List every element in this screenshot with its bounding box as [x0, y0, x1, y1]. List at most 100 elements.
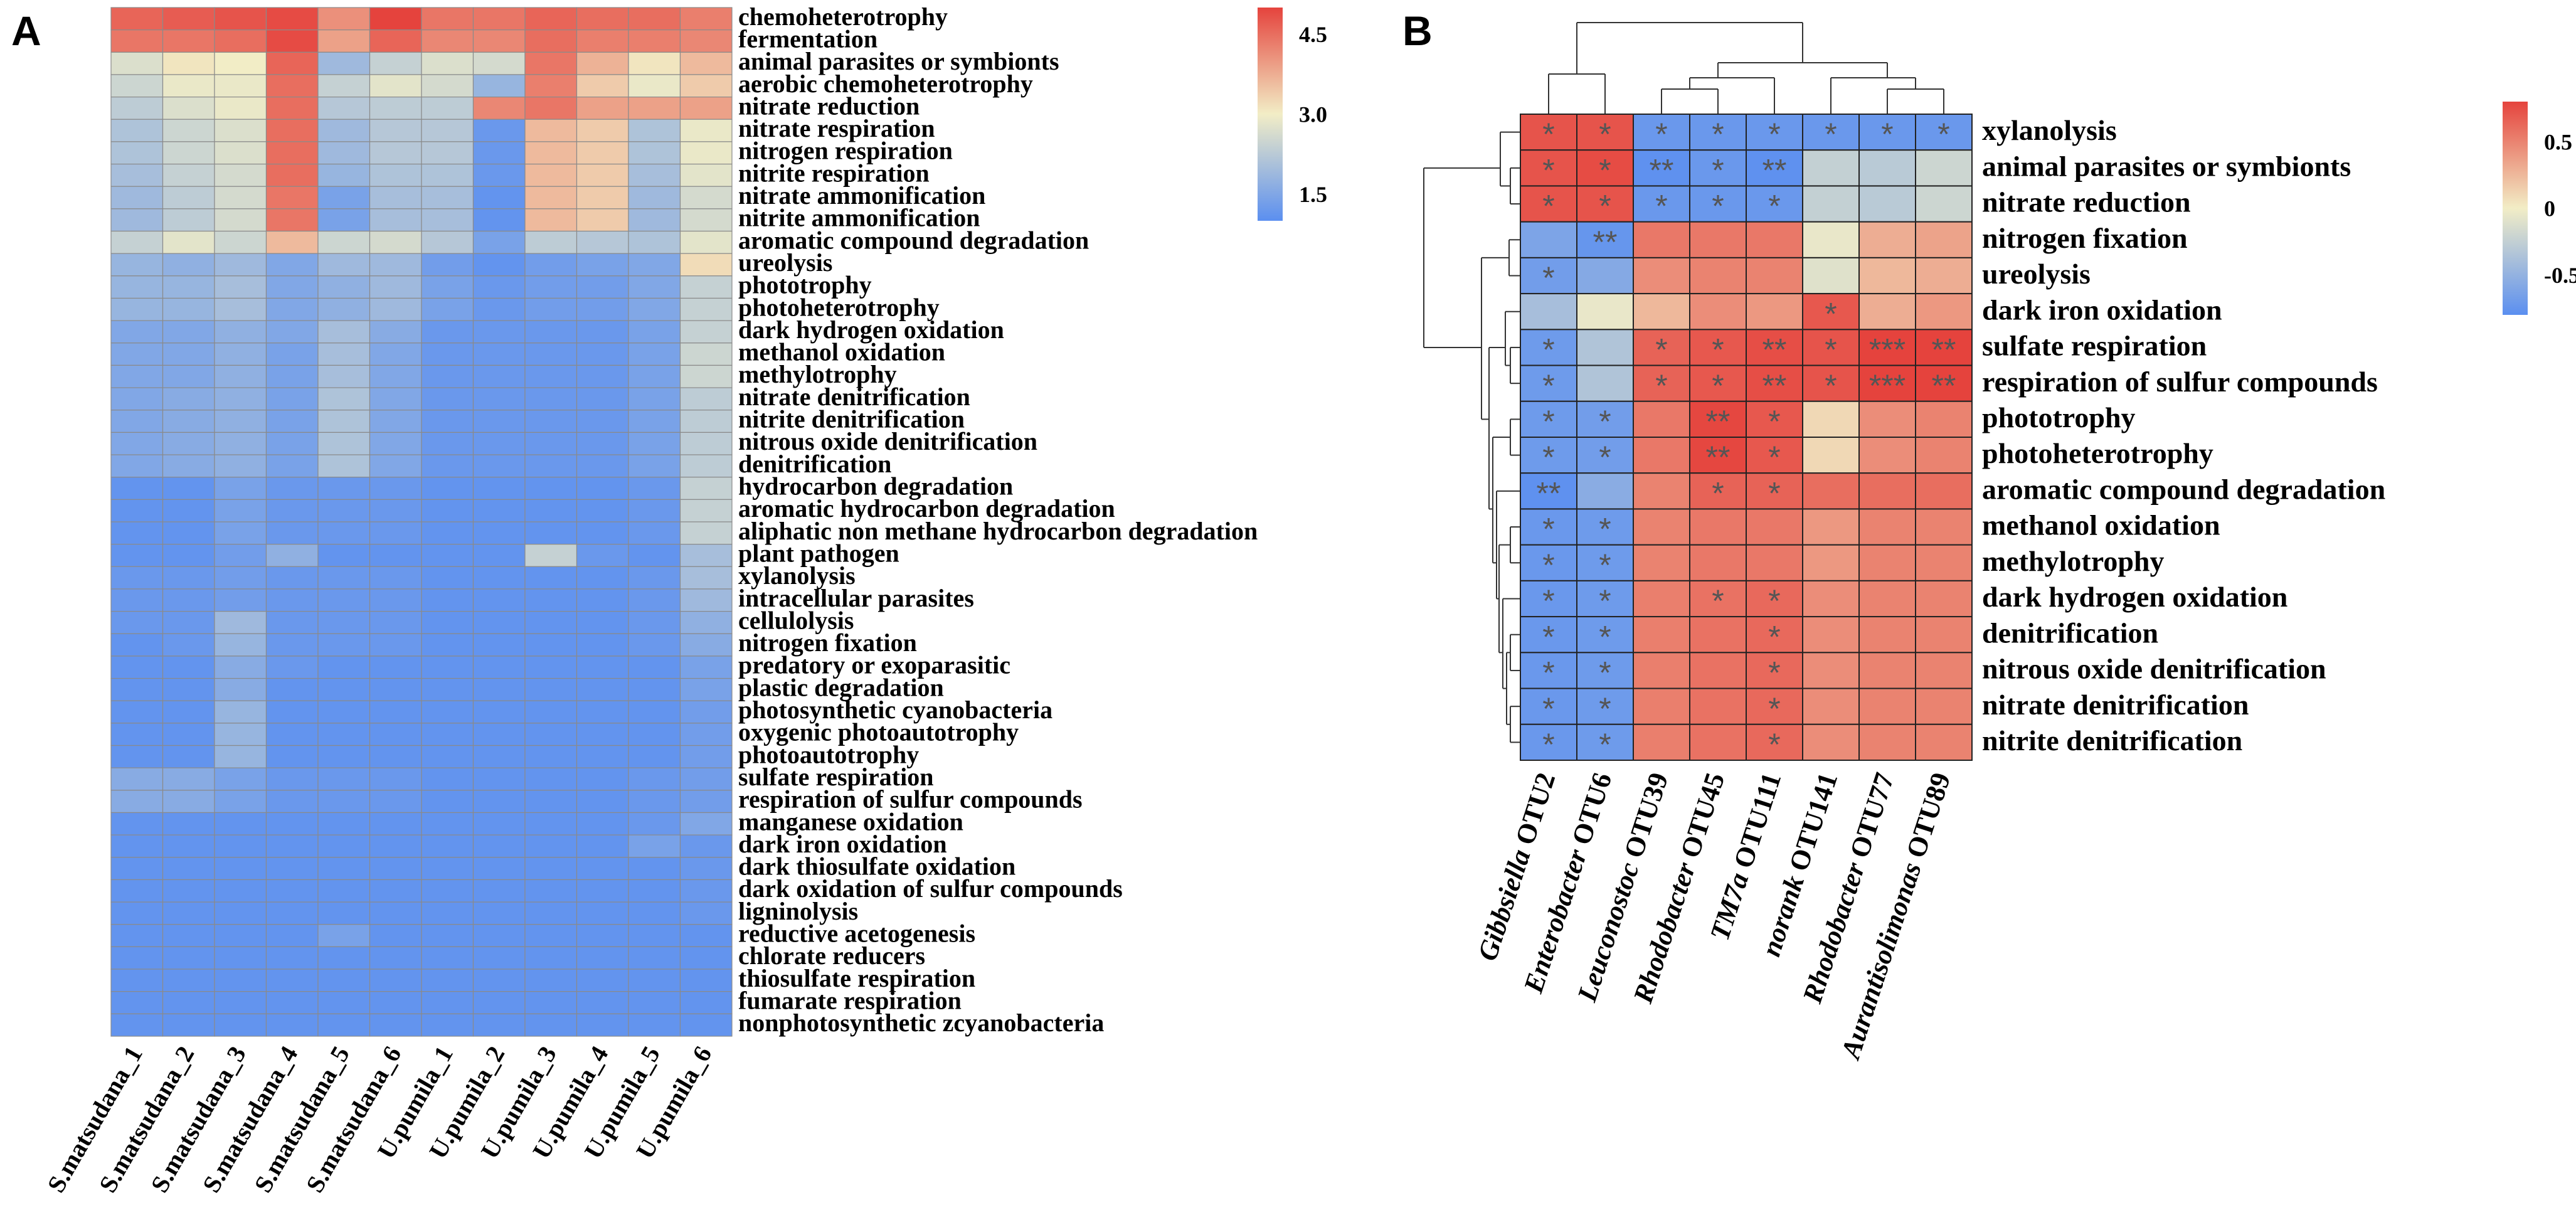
heatmap-a-cell [369, 1013, 422, 1037]
heatmap-a-cell [110, 364, 164, 388]
heatmap-a-cell [679, 611, 733, 634]
heatmap-a-cell [317, 387, 371, 411]
heatmap-a-cell [421, 163, 474, 187]
heatmap-a-cell [679, 477, 733, 500]
heatmap-b-cell [1520, 723, 1577, 761]
heatmap-a-cell [421, 700, 474, 724]
heatmap-a-cell [162, 230, 215, 254]
heatmap-a-cell [472, 857, 526, 881]
heatmap-a-cell [369, 924, 422, 947]
heatmap-b-cell [1802, 185, 1860, 223]
heatmap-a-cell [214, 723, 267, 746]
heatmap-a-cell [110, 141, 164, 165]
heatmap-a-cell [265, 186, 319, 210]
heatmap-a-cell [214, 588, 267, 612]
significance-marker: * [1712, 152, 1724, 188]
heatmap-a-cell [369, 163, 422, 187]
heatmap-a-cell [369, 521, 422, 545]
heatmap-a-cell [265, 208, 319, 232]
heatmap-a-cell [576, 723, 629, 746]
heatmap-b-cell [1576, 221, 1634, 258]
heatmap-a-cell [265, 342, 319, 366]
heatmap-a-cell [628, 119, 681, 142]
heatmap-a-cell [214, 991, 267, 1014]
heatmap-a-cell [421, 297, 474, 321]
heatmap-b-cell [1576, 185, 1634, 223]
heatmap-a-cell [214, 857, 267, 881]
significance-marker: ** [1762, 332, 1787, 368]
heatmap-a-row-label: phototrophy [738, 271, 872, 299]
heatmap-a-cell [628, 566, 681, 590]
heatmap-a-cell [628, 655, 681, 679]
heatmap-a-cell [110, 655, 164, 679]
heatmap-b-cell [1633, 293, 1690, 331]
heatmap-a-row-label: photosynthetic cyanobacteria [738, 696, 1052, 724]
colorbar-a: 1.5 3.0 4.5 [1258, 8, 1327, 221]
heatmap-b-row-label: dark hydrogen oxidation [1982, 581, 2287, 613]
heatmap-b-cell [1576, 544, 1634, 581]
heatmap-b-cell [1915, 580, 1973, 618]
heatmap-a-row-label: nonphotosynthetic zcyanobacteria [738, 1009, 1104, 1037]
heatmap-a-row-label: thiosulfate respiration [738, 964, 975, 992]
significance-marker: * [1655, 368, 1667, 403]
heatmap-b-cell [1633, 364, 1690, 402]
heatmap-a-cell [524, 521, 578, 545]
heatmap-a-cell [628, 297, 681, 321]
heatmap-a-cell [576, 499, 629, 523]
heatmap-a-cell [317, 141, 371, 165]
heatmap-a-cell [110, 700, 164, 724]
heatmap-b-row-label: aromatic compound degradation [1982, 473, 2385, 505]
heatmap-a-cell [110, 857, 164, 881]
heatmap-b-cell [1633, 544, 1690, 581]
heatmap-b-cell [1915, 544, 1973, 581]
heatmap-a-cell [628, 477, 681, 500]
heatmap-a-cell [628, 588, 681, 612]
heatmap-a-row-label: nitrate respiration [738, 114, 935, 142]
significance-marker: * [1768, 619, 1780, 654]
heatmap-b-cell [1802, 723, 1860, 761]
heatmap-b-cell [1858, 400, 1916, 438]
heatmap-b-cell [1689, 508, 1747, 546]
heatmap-a-cell [576, 97, 629, 120]
heatmap-a-cell [369, 320, 422, 344]
heatmap-a-cell [369, 432, 422, 455]
heatmap-a-row-label: animal parasites or symbionts [738, 47, 1059, 75]
heatmap-b-cell [1915, 221, 1973, 258]
heatmap-a-cell [162, 342, 215, 366]
heatmap-a-cell [679, 901, 733, 925]
heatmap-a-cell [265, 364, 319, 388]
heatmap-a-cell [628, 51, 681, 75]
heatmap-a-cell [265, 230, 319, 254]
significance-marker: * [1937, 117, 1949, 152]
heatmap-a-cell [472, 812, 526, 836]
heatmap-a-cell [110, 186, 164, 210]
heatmap-a-cell [576, 611, 629, 634]
heatmap-a-cell [524, 499, 578, 523]
heatmap-a-cell [317, 566, 371, 590]
heatmap-a-cell [524, 677, 578, 701]
significance-marker: * [1599, 655, 1611, 691]
heatmap-a-cell [214, 51, 267, 75]
heatmap-a-cell [472, 968, 526, 992]
heatmap-a-cell [369, 275, 422, 299]
heatmap-a-cell [265, 924, 319, 947]
heatmap-a-cell [317, 879, 371, 903]
heatmap-a-cell [162, 275, 215, 299]
heatmap-b-cell [1802, 364, 1860, 402]
heatmap-b-cell [1746, 293, 1803, 331]
colorbar-tick-label: 3.0 [1299, 102, 1327, 127]
heatmap-b-cell [1802, 472, 1860, 510]
heatmap-a-cell [110, 588, 164, 612]
heatmap-a-cell [679, 834, 733, 858]
heatmap-b-row-label: ureolysis [1982, 258, 2091, 290]
heatmap-a-cell [162, 7, 215, 31]
heatmap-a-cell [214, 700, 267, 724]
heatmap-a-cell [162, 633, 215, 657]
heatmap-a-cell [214, 29, 267, 53]
heatmap-a-cell [576, 342, 629, 366]
colorbar-b: 0.5 0 -0.5 [2503, 102, 2576, 315]
heatmap-b-cell [1802, 257, 1860, 295]
heatmap-a-cell [472, 521, 526, 545]
heatmap-a-cell [317, 834, 371, 858]
significance-marker: * [1599, 548, 1611, 583]
